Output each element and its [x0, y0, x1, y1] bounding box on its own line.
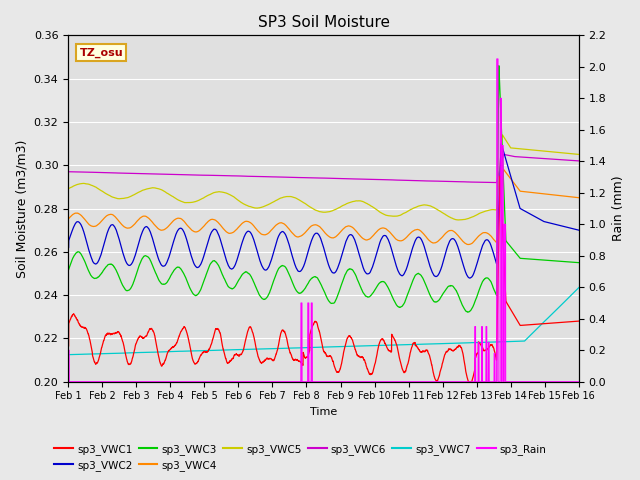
- Y-axis label: Rain (mm): Rain (mm): [612, 176, 625, 241]
- Text: TZ_osu: TZ_osu: [79, 48, 123, 58]
- Y-axis label: Soil Moisture (m3/m3): Soil Moisture (m3/m3): [15, 139, 28, 278]
- X-axis label: Time: Time: [310, 407, 337, 417]
- Legend: sp3_VWC1, sp3_VWC2, sp3_VWC3, sp3_VWC4, sp3_VWC5, sp3_VWC6, sp3_VWC7, sp3_Rain: sp3_VWC1, sp3_VWC2, sp3_VWC3, sp3_VWC4, …: [50, 439, 551, 475]
- Title: SP3 Soil Moisture: SP3 Soil Moisture: [257, 15, 390, 30]
